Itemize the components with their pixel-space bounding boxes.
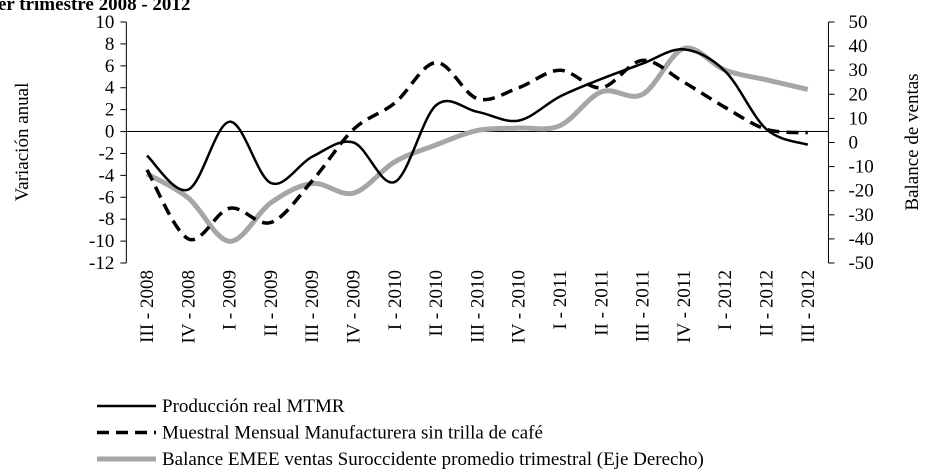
x-tick-label: IV - 2009 — [344, 270, 365, 344]
y-tick-label: -6 — [99, 187, 115, 208]
x-tick-label: IV - 2008 — [178, 270, 199, 344]
x-tick-label: II - 2011 — [591, 270, 612, 336]
x-tick-label: III - 2008 — [137, 270, 158, 343]
legend-label: Muestral Mensual Manufacturera sin trill… — [162, 423, 543, 444]
y-tick-label: -4 — [99, 165, 115, 186]
y-tick-label: -8 — [99, 209, 115, 230]
y2-tick-label: -40 — [848, 229, 873, 250]
y2-tick-label: 0 — [848, 133, 858, 154]
x-tick-label: II - 2012 — [757, 270, 778, 336]
x-tick-label: I - 2010 — [385, 270, 406, 330]
y-tick-label: 6 — [105, 56, 115, 77]
legend-label: Balance EMEE ventas Suroccidente promedi… — [162, 449, 704, 470]
chart-title: er trimestre 2008 - 2012 — [0, 0, 190, 15]
y-tick-label: 8 — [105, 34, 115, 55]
y-tick-label: -12 — [89, 253, 114, 274]
y-tick-label: 2 — [105, 100, 115, 121]
y2-tick-label: -30 — [848, 205, 873, 226]
x-tick-label: II - 2010 — [426, 270, 447, 336]
x-tick-label: I - 2012 — [715, 270, 736, 330]
y2-tick-label: 40 — [848, 36, 867, 57]
y2-axis-title: Balance de ventas — [902, 73, 923, 210]
x-tick-label: IV - 2011 — [674, 270, 695, 343]
y-tick-label: -10 — [89, 231, 114, 252]
y-tick-label: 10 — [95, 12, 114, 33]
y2-tick-label: 50 — [848, 12, 867, 33]
y2-tick-label: 30 — [848, 60, 867, 81]
y2-tick-label: -10 — [848, 157, 873, 178]
y2-tick-label: 10 — [848, 108, 867, 129]
x-tick-label: III - 2012 — [798, 270, 819, 343]
y-tick-label: 0 — [105, 122, 115, 143]
series-line — [145, 58, 808, 242]
y-tick-label: 4 — [105, 78, 115, 99]
y-axis-title: Variación anual — [12, 83, 33, 202]
y2-tick-label: -20 — [848, 181, 873, 202]
x-tick-label: I - 2009 — [220, 270, 241, 330]
y2-tick-label: 20 — [848, 84, 867, 105]
x-tick-label: III - 2011 — [633, 270, 654, 342]
x-tick-label: II - 2009 — [261, 270, 282, 336]
x-tick-label: III - 2010 — [467, 270, 488, 343]
series-line — [146, 48, 809, 192]
legend-label: Producción real MTMR — [162, 396, 345, 417]
y2-tick-label: -50 — [848, 253, 873, 274]
x-tick-label: I - 2011 — [550, 270, 571, 329]
y-tick-label: -2 — [99, 143, 115, 164]
x-tick-label: IV - 2010 — [509, 270, 530, 344]
x-tick-label: III - 2009 — [302, 270, 323, 343]
